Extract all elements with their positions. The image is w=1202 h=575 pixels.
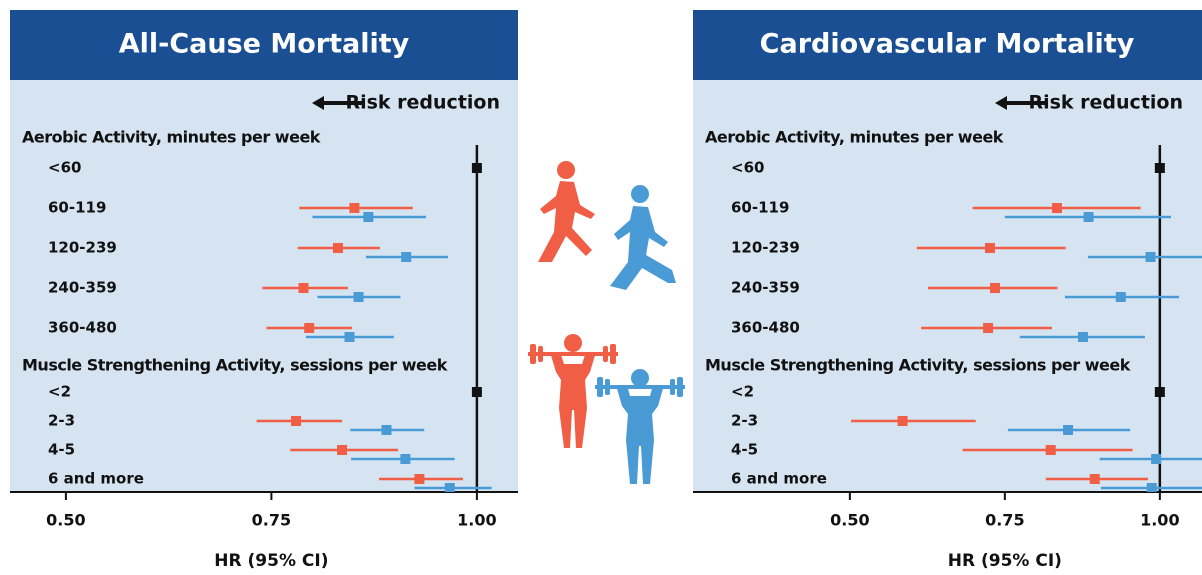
row-label: 240-359 [48, 279, 117, 297]
hr-marker [1045, 445, 1056, 455]
hr-marker [353, 292, 364, 302]
row-label: 120-239 [731, 239, 800, 257]
row-label: 240-359 [731, 279, 800, 297]
panel-title: Cardiovascular Mortality [760, 29, 1135, 60]
hr-marker [1077, 332, 1088, 342]
row-label: 360-480 [731, 319, 800, 337]
hr-marker [1063, 425, 1074, 435]
row-label: <60 [48, 159, 81, 177]
panel-background [10, 80, 518, 492]
reference-marker [1154, 163, 1165, 173]
hr-marker [332, 243, 343, 253]
panel-header [10, 10, 518, 80]
group-label: Aerobic Activity, minutes per week [705, 128, 1004, 147]
group-label: Muscle Strengthening Activity, sessions … [22, 356, 448, 375]
hr-marker [401, 252, 412, 262]
hr-marker [349, 203, 360, 213]
reference-marker [471, 387, 482, 397]
lifter-woman-icon [528, 334, 618, 448]
hr-marker [1083, 212, 1094, 222]
group-label: Muscle Strengthening Activity, sessions … [705, 356, 1131, 375]
hr-marker [897, 416, 908, 426]
hr-marker [1146, 483, 1157, 492]
hr-marker [1145, 252, 1156, 262]
row-label: 60-119 [731, 199, 789, 217]
hr-marker [381, 425, 392, 435]
runner-woman-icon [538, 161, 595, 262]
hr-marker [344, 332, 355, 342]
hr-marker [400, 454, 411, 464]
hr-marker [291, 416, 302, 426]
hr-marker [1051, 203, 1062, 213]
plot-area [256, 145, 492, 492]
reference-marker [1154, 387, 1165, 397]
reference-marker [471, 163, 482, 173]
hr-marker [983, 323, 994, 333]
panel-header [693, 10, 1202, 80]
hr-marker [1089, 474, 1100, 484]
hr-marker [989, 283, 1000, 293]
row-label: 6 and more [731, 470, 827, 488]
panel: All-Cause Mortality Risk reduction 0.50 0.7… [10, 10, 518, 571]
x-tick-label: 1.00 [1140, 511, 1179, 530]
x-axis-label: HR (95% CI) [214, 551, 328, 571]
x-tick-label: 0.75 [252, 511, 291, 530]
annotation: Risk reduction [345, 92, 500, 114]
row-label: <60 [731, 159, 764, 177]
x-tick-label: 0.75 [985, 511, 1024, 530]
row-label: 2-3 [731, 412, 758, 430]
row-label: 2-3 [48, 412, 75, 430]
row-label: 360-480 [48, 319, 117, 337]
row-label: 60-119 [48, 199, 106, 217]
row-label: 120-239 [48, 239, 117, 257]
panel-title: All-Cause Mortality [119, 29, 410, 60]
group-label: Aerobic Activity, minutes per week [22, 128, 321, 147]
lifter-man-icon [595, 369, 685, 484]
panel: Cardiovascular Mortality Risk reduction 0.… [693, 10, 1202, 571]
row-label: <2 [731, 383, 754, 401]
hr-marker [298, 283, 309, 293]
hr-marker [984, 243, 995, 253]
row-label: 6 and more [48, 470, 144, 488]
x-tick-label: 0.50 [830, 511, 869, 530]
hr-marker [363, 212, 374, 222]
hr-marker [1151, 454, 1162, 464]
annotation: Risk reduction [1028, 92, 1183, 114]
row-label: 4-5 [731, 441, 758, 459]
hr-marker [304, 323, 315, 333]
hr-marker [337, 445, 348, 455]
arrow-head [995, 96, 1007, 110]
row-label: 4-5 [48, 441, 75, 459]
x-axis-label: HR (95% CI) [948, 551, 1062, 571]
hr-marker [444, 483, 455, 492]
runner-man-icon [610, 185, 676, 290]
panel-background [693, 80, 1202, 492]
row-label: <2 [48, 383, 71, 401]
plot-area [851, 145, 1202, 492]
hr-marker [1115, 292, 1126, 302]
arrow-head [312, 96, 324, 110]
x-tick-label: 0.50 [46, 511, 85, 530]
hr-marker [414, 474, 425, 484]
x-tick-label: 1.00 [457, 511, 496, 530]
